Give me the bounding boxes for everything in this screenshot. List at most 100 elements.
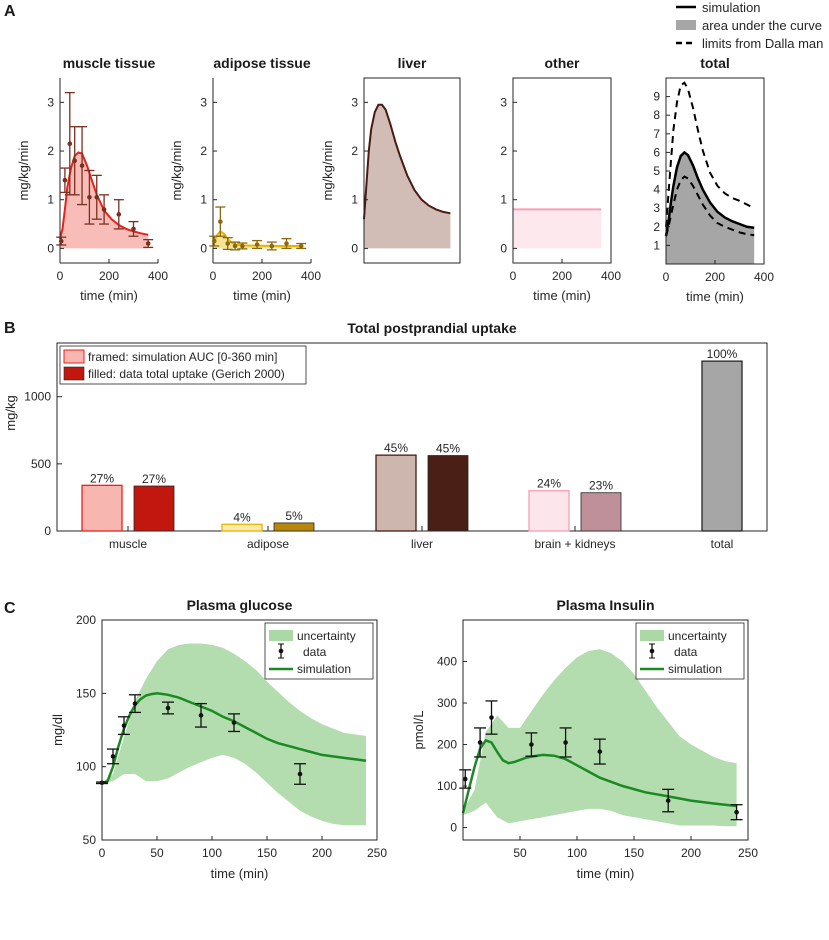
liver-ytick-label: 0: [351, 241, 358, 255]
adipose-xtick-label: 400: [301, 269, 321, 283]
insulin-xtick-label: 250: [738, 846, 758, 860]
panel-label-b: B: [4, 320, 16, 337]
uptake-ytick-label: 500: [31, 457, 51, 471]
other-xtick-label: 400: [601, 269, 621, 283]
glucose-ytick-label: 200: [76, 613, 96, 627]
muscle-ytick-label: 1: [47, 193, 54, 207]
glucose-legend-data-dot: [278, 648, 284, 654]
uptake-sim-bar: [528, 490, 570, 532]
insulin-xtick-label: 100: [567, 846, 587, 860]
insulin-data-point: [529, 742, 534, 747]
adipose-data-point: [269, 243, 275, 249]
muscle-data-point: [79, 163, 85, 168]
glucose-xtick-label: 150: [257, 846, 277, 860]
insulin-ylabel: pmol/L: [411, 710, 426, 749]
adipose-data-point: [211, 238, 217, 244]
glucose-ytick-label: 150: [76, 686, 96, 700]
uptake-data-bar: [427, 455, 469, 532]
total-ytick-label: 7: [653, 127, 660, 141]
insulin-data-point: [665, 798, 671, 803]
insulin-data-point: [563, 740, 568, 745]
uptake-ytick-label: 0: [44, 524, 51, 538]
legend-limits-label: limits from Dalla man: [702, 36, 823, 51]
liver-frame: [363, 77, 461, 264]
total-lower-limit: [665, 175, 755, 237]
muscle-data-point: [94, 194, 100, 200]
uptake-category-label: liver: [411, 537, 433, 551]
legend-area-label: area under the curve: [702, 18, 822, 33]
muscle-data-point: [145, 241, 151, 246]
insulin-legend-uncertainty-swatch: [640, 630, 664, 641]
insulin-legend-simulation-label: simulation: [668, 662, 722, 676]
insulin-ytick-label: 400: [437, 655, 457, 669]
liver-ytick-label: 1: [351, 193, 358, 207]
total-ytick-label: 8: [653, 108, 660, 122]
muscle-xtick-label: 0: [57, 269, 64, 283]
glucose-ylabel: mg/dl: [50, 714, 65, 746]
total-ytick-label: 6: [653, 145, 660, 159]
adipose-data-point: [284, 241, 289, 246]
insulin-legend-uncertainty-label: uncertainty: [668, 629, 727, 643]
uptake-data-bar-label: 5%: [285, 509, 303, 523]
adipose-xtick-label: 0: [210, 269, 217, 283]
total-xtick-label: 400: [754, 270, 774, 284]
muscle-title: muscle tissue: [63, 55, 156, 71]
total-ytick-label: 9: [653, 90, 660, 104]
adipose-ytick-label: 2: [200, 144, 207, 158]
uptake-data-bar: [580, 492, 622, 532]
total-ytick-label: 4: [653, 183, 660, 197]
glucose-legend-simulation-label: simulation: [297, 662, 351, 676]
uptake-sim-bar-label: 24%: [537, 477, 561, 491]
adipose-xlabel: time (min): [233, 288, 291, 303]
uptake-category-label: brain + kidneys: [534, 537, 615, 551]
insulin-ytick-label: 300: [437, 696, 457, 710]
uptake-sim-bar: [375, 454, 417, 532]
muscle-ylabel: mg/kg/min: [16, 141, 31, 201]
glucose-xtick-label: 0: [99, 846, 106, 860]
uptake-category-label: muscle: [109, 537, 147, 551]
glucose-ytick-label: 50: [83, 833, 97, 847]
uptake-ytick-label: 1000: [24, 390, 51, 404]
muscle-data-point: [72, 158, 77, 164]
insulin-data-point: [477, 740, 483, 745]
uptake-legend-framed-swatch: [63, 349, 85, 364]
total-ytick-label: 3: [653, 201, 660, 215]
uptake-sim-bar-label: 45%: [384, 441, 408, 455]
adipose-simulation-line: [212, 230, 302, 247]
adipose-data-point: [298, 243, 304, 249]
glucose-xtick-label: 50: [150, 846, 164, 860]
other-xtick-label: 200: [552, 269, 572, 283]
glucose-data-point: [231, 720, 237, 725]
insulin-ytick-label: 0: [450, 821, 457, 835]
chart-total: total 1 2 3 4 5 6 7 8 9 0 200 400 time (min): [653, 55, 774, 304]
muscle-data-point: [62, 177, 68, 183]
adipose-xtick-label: 200: [252, 269, 272, 283]
insulin-ytick-label: 200: [437, 738, 457, 752]
muscle-data-point: [116, 212, 122, 217]
total-title: total: [700, 55, 730, 71]
insulin-data-point: [489, 715, 494, 720]
uptake-total-bar: [701, 360, 743, 532]
insulin-data-point: [597, 749, 603, 754]
glucose-data-point: [297, 771, 303, 777]
chart-liver: liver 0 1 2 3 mg/kg/min: [320, 55, 461, 264]
muscle-data-point: [58, 238, 64, 244]
muscle-data-point: [101, 207, 107, 212]
uptake-data-bar-label: 27%: [142, 472, 166, 486]
glucose-xtick-label: 250: [367, 846, 387, 860]
uptake-legend-filled-label: filled: data total uptake (Gerich 2000): [88, 367, 285, 381]
glucose-legend-uncertainty-swatch: [269, 630, 293, 641]
glucose-legend-uncertainty-label: uncertainty: [297, 629, 356, 643]
other-ytick-label: 1: [500, 193, 507, 207]
uptake-legend-box: [59, 345, 307, 385]
uptake-title: Total postprandial uptake: [347, 320, 517, 336]
total-ytick-label: 2: [653, 220, 660, 234]
glucose-data-point: [132, 701, 138, 706]
total-ytick-label: 5: [653, 164, 660, 178]
glucose-legend-data-label: data: [303, 645, 327, 659]
muscle-xlabel: time (min): [80, 288, 138, 303]
legend-simulation-label: simulation: [702, 0, 761, 15]
